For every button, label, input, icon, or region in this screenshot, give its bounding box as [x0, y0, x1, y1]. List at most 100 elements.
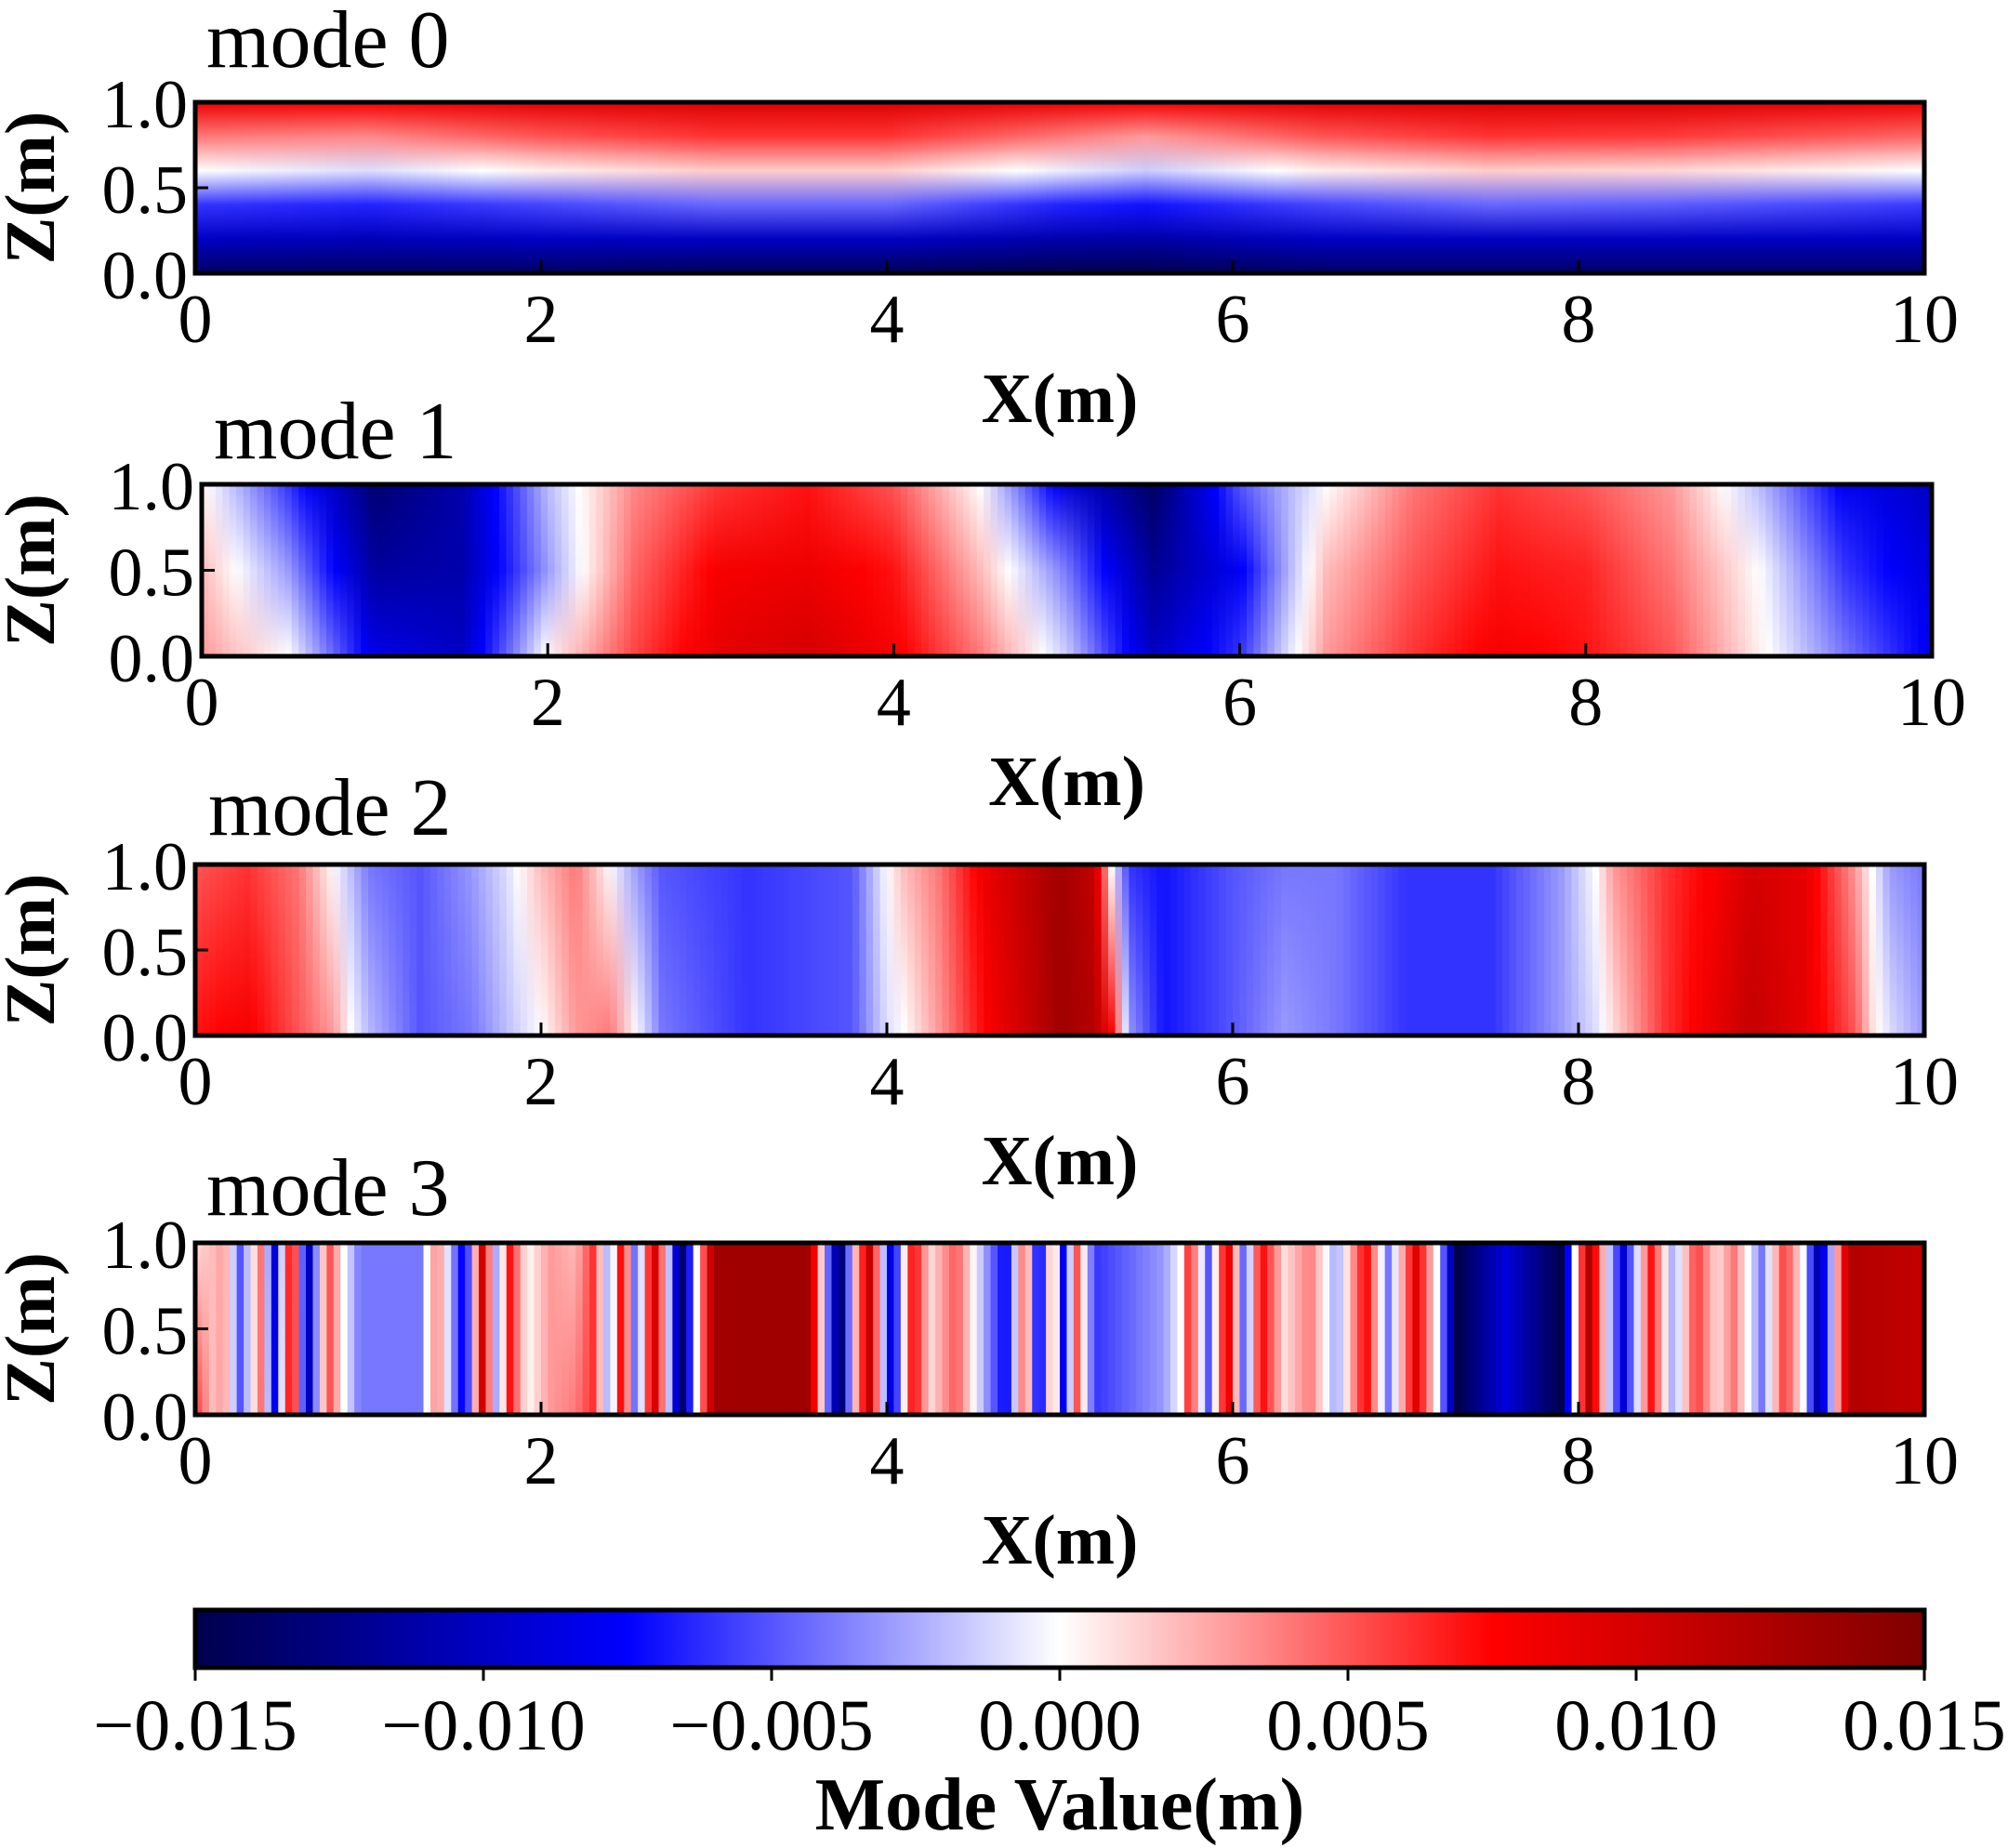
heatmap-strip	[1301, 865, 1310, 1036]
heatmap-strip	[1834, 1243, 1843, 1415]
heatmap-strip	[956, 102, 964, 273]
heatmap-strip	[1848, 865, 1856, 1036]
panel-mode-0: mode 0 0 2 4 6 8 10 0.0 0.5 1.0 X(m) Z(m)	[0, 0, 1959, 438]
heatmap-strip	[1032, 102, 1040, 273]
heatmap-strip	[1579, 865, 1587, 1036]
heatmap-strip	[665, 1243, 674, 1415]
heatmap-strip	[624, 865, 632, 1036]
heatmap-strip	[1537, 102, 1545, 273]
heatmap-strip	[1793, 484, 1802, 656]
heatmap-strip	[665, 484, 673, 656]
heatmap-strip	[1716, 865, 1725, 1036]
heatmap-strip	[1073, 484, 1082, 656]
x-tick-label: 6	[1222, 665, 1257, 741]
heatmap-strip	[389, 1243, 397, 1415]
heatmap-strip	[831, 102, 839, 273]
heatmap-strip	[1177, 865, 1185, 1036]
heatmap-strip	[769, 1243, 777, 1415]
heatmap-strip	[817, 1243, 826, 1415]
heatmap-strip	[1772, 865, 1780, 1036]
y-tick-label: 0.0	[109, 621, 195, 697]
heatmap-strip	[865, 865, 874, 1036]
heatmap-strip	[679, 1243, 688, 1415]
heatmap-strip	[686, 865, 694, 1036]
panel-mode-2: mode 2 0 2 4 6 8 10 0.0 0.5 1.0 X(m) Z(m)	[0, 763, 1959, 1200]
heatmap-strip	[1585, 102, 1593, 273]
heatmap-strip	[1115, 1243, 1123, 1415]
heatmap-strip	[312, 865, 321, 1036]
heatmap-strip	[900, 865, 909, 1036]
x-axis-ticks: 0 2 4 6 8 10	[185, 643, 1966, 741]
heatmap-strip	[1876, 484, 1884, 656]
heatmap-strip	[1710, 1243, 1718, 1415]
heatmap-strip	[1786, 865, 1794, 1036]
heatmap-strip	[409, 102, 417, 273]
heatmap-strip	[1135, 102, 1144, 273]
heatmap-strip	[222, 865, 231, 1036]
heatmap-strip	[714, 102, 722, 273]
heatmap-strip	[1356, 1243, 1366, 1415]
heatmap-strip	[797, 1243, 805, 1415]
heatmap-strip	[381, 484, 390, 656]
heatmap-strip	[1786, 1243, 1794, 1415]
heatmap-strip	[230, 1243, 238, 1415]
heatmap-strip	[1855, 865, 1863, 1036]
heatmap-strip	[852, 102, 861, 273]
heatmap-strip	[333, 102, 342, 273]
heatmap-strip	[298, 865, 307, 1036]
heatmap-strip	[347, 1243, 355, 1415]
heatmap-strip	[389, 865, 397, 1036]
heatmap-strip	[244, 1243, 252, 1415]
heatmap-strip	[554, 1243, 563, 1415]
heatmap-strip	[887, 1243, 895, 1415]
heatmap-strip	[672, 484, 680, 656]
heatmap-strip	[907, 102, 916, 273]
heatmap-strip	[962, 102, 971, 273]
heatmap-strip	[1655, 484, 1663, 656]
heatmap-strip	[859, 102, 867, 273]
heatmap-strip	[1364, 1243, 1372, 1415]
x-tick-label: 0	[178, 1044, 213, 1120]
heatmap-strip	[264, 865, 272, 1036]
heatmap-strip	[568, 102, 576, 273]
heatmap-strip	[278, 1243, 286, 1415]
heatmap-strip	[1370, 1243, 1380, 1415]
heatmap-strip	[1827, 1243, 1836, 1415]
heatmap-strip	[1565, 484, 1573, 656]
heatmap-strip	[1751, 865, 1760, 1036]
heatmap-strip	[1440, 484, 1448, 656]
heatmap-strip	[1225, 484, 1234, 656]
heatmap-strip	[216, 1243, 224, 1415]
heatmap-strip	[1454, 102, 1462, 273]
heatmap-strip	[887, 102, 895, 273]
heatmap-strip	[1205, 102, 1213, 273]
heatmap-strip	[1087, 102, 1095, 273]
heatmap-strip	[548, 102, 556, 273]
heatmap-field	[195, 102, 1925, 273]
heatmap-strip	[1121, 1243, 1130, 1415]
heatmap-strip	[1122, 484, 1130, 656]
heatmap-strip	[250, 484, 258, 656]
heatmap-strip	[1370, 102, 1380, 273]
heatmap-strip	[1191, 102, 1199, 273]
heatmap-strip	[527, 865, 535, 1036]
heatmap-strip	[1024, 102, 1034, 273]
heatmap-strip	[1502, 865, 1511, 1036]
colorbar-tick-label: −0.015	[93, 1684, 297, 1765]
heatmap-strip	[1170, 102, 1179, 273]
heatmap-strip	[1135, 1243, 1144, 1415]
heatmap-strip	[1529, 865, 1539, 1036]
heatmap-strip	[1585, 1243, 1593, 1415]
heatmap-strip	[1910, 484, 1919, 656]
heatmap-strip	[423, 1243, 431, 1415]
heatmap-strip	[1571, 1243, 1579, 1415]
heatmap-strip	[1523, 102, 1531, 273]
heatmap-strip	[914, 865, 922, 1036]
heatmap-strip	[1253, 102, 1262, 273]
heatmap-strip	[948, 484, 958, 656]
heatmap-strip	[1267, 484, 1275, 656]
heatmap-strip	[1101, 1243, 1109, 1415]
heatmap-strip	[610, 865, 618, 1036]
heatmap-strip	[236, 1243, 244, 1415]
heatmap-strip	[1537, 1243, 1545, 1415]
